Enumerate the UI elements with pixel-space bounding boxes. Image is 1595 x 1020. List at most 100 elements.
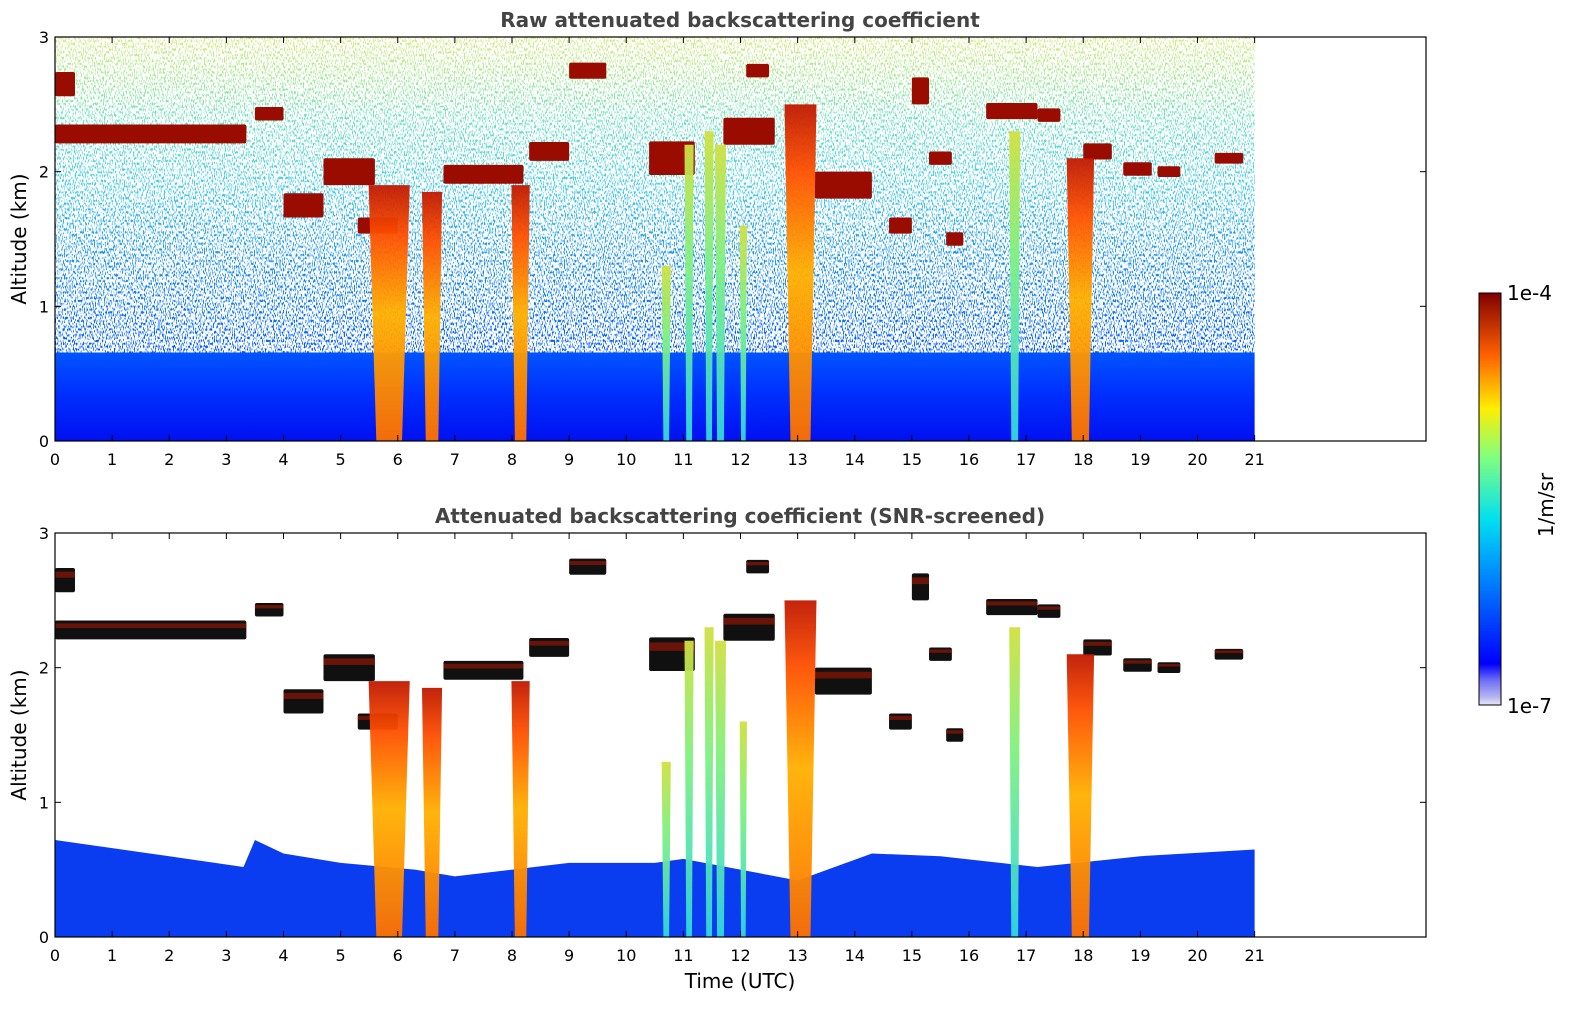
precip-column xyxy=(661,265,671,441)
precip-column xyxy=(511,681,530,937)
cloud-layer-core xyxy=(323,658,375,665)
raw-features xyxy=(55,62,1244,441)
cloud-layer-core xyxy=(723,617,775,625)
x-tick-label: 12 xyxy=(730,946,750,965)
panel-screened: Attenuated backscattering coefficient (S… xyxy=(7,504,1427,993)
x-tick-label: 5 xyxy=(336,946,346,965)
y-tick-label: 0 xyxy=(39,928,49,947)
precip-column xyxy=(739,721,748,937)
precip-column xyxy=(739,225,748,441)
x-tick-label: 21 xyxy=(1244,946,1264,965)
x-tick-label: 16 xyxy=(959,946,979,965)
cloud-layer xyxy=(323,158,375,186)
cloud-layer xyxy=(569,62,607,79)
x-tick-label: 8 xyxy=(507,946,517,965)
cloud-layer-core xyxy=(746,561,770,566)
panel-raw: Raw attenuated backscattering coefficien… xyxy=(7,8,1427,469)
colorbar-min-label: 1e-7 xyxy=(1507,694,1552,718)
y-tick-label: 2 xyxy=(39,163,49,182)
precip-column xyxy=(784,600,817,937)
boundary-layer-echo xyxy=(55,840,1255,937)
cloud-layer-core xyxy=(1157,663,1181,667)
cloud-layer xyxy=(443,164,524,184)
x-tick-label: 13 xyxy=(787,450,807,469)
cloud-layer xyxy=(283,193,324,218)
cloud-layer xyxy=(649,141,695,176)
cloud-layer xyxy=(55,124,247,144)
x-tick-label: 19 xyxy=(1130,450,1150,469)
x-tick-label: 15 xyxy=(902,946,922,965)
x-tick-label: 17 xyxy=(1016,450,1036,469)
cloud-layer-core xyxy=(569,561,607,566)
x-tick-label: 13 xyxy=(787,946,807,965)
y-tick-label: 3 xyxy=(39,524,49,543)
x-tick-label: 18 xyxy=(1073,946,1093,965)
x-axis-label: Time (UTC) xyxy=(684,969,796,993)
x-axis-screened: 0 1 2 3 4 5 6 7 8 9 10 11 12 13 14 15 16 17 18 19 20 21 xyxy=(50,533,1265,965)
x-tick-label: 20 xyxy=(1187,450,1207,469)
x-tick-label: 21 xyxy=(1244,450,1264,469)
precip-column xyxy=(715,640,726,937)
precip-column xyxy=(1009,131,1021,441)
y-tick-label: 1 xyxy=(39,297,49,316)
cloud-layer xyxy=(986,102,1038,120)
x-tick-label: 0 xyxy=(50,450,60,469)
cloud-layer xyxy=(946,232,964,246)
x-tick-label: 10 xyxy=(616,946,636,965)
cloud-layer xyxy=(254,107,284,121)
cloud-layer xyxy=(55,568,75,593)
precip-column xyxy=(368,681,410,937)
x-tick-label: 11 xyxy=(673,946,693,965)
x-tick-label: 9 xyxy=(564,946,574,965)
x-axis-raw: 0 1 2 3 4 5 6 7 8 9 10 11 12 13 14 15 16 17 18 19 20 21 xyxy=(50,37,1265,469)
x-tick-label: 10 xyxy=(616,450,636,469)
raw-noise-speckle xyxy=(55,37,1255,353)
precip-column xyxy=(421,687,443,937)
x-tick-label: 8 xyxy=(507,450,517,469)
precip-column xyxy=(684,144,694,441)
x-tick-label: 2 xyxy=(164,946,174,965)
cloud-layer-core xyxy=(911,577,930,585)
cloud-layer-core xyxy=(55,623,247,629)
precip-column xyxy=(715,144,726,441)
cloud-layer-core xyxy=(814,671,872,679)
heatmap-screened xyxy=(55,558,1255,937)
cloud-layer xyxy=(529,142,570,161)
cloud-layer xyxy=(1214,152,1244,164)
cloud-layer xyxy=(1123,162,1152,176)
precip-column xyxy=(661,761,671,937)
x-tick-label: 16 xyxy=(959,450,979,469)
precip-column xyxy=(1066,158,1095,441)
cloud-layer xyxy=(814,171,872,199)
x-tick-label: 11 xyxy=(673,450,693,469)
x-tick-label: 7 xyxy=(450,450,460,469)
x-tick-label: 12 xyxy=(730,450,750,469)
cloud-layer-core xyxy=(889,715,912,720)
precip-column xyxy=(1066,654,1095,937)
x-tick-label: 0 xyxy=(50,946,60,965)
x-tick-label: 5 xyxy=(336,450,346,469)
x-tick-label: 15 xyxy=(902,450,922,469)
x-tick-label: 1 xyxy=(107,946,117,965)
screened-features xyxy=(55,558,1244,937)
x-tick-label: 4 xyxy=(278,946,288,965)
x-tick-label: 6 xyxy=(393,946,403,965)
cloud-layer-core xyxy=(1123,660,1152,664)
cloud-layer-core xyxy=(529,640,570,646)
cloud-layer-core xyxy=(986,601,1038,606)
y-tick-label: 0 xyxy=(39,432,49,451)
precip-column xyxy=(511,185,530,441)
x-tick-label: 6 xyxy=(393,450,403,469)
panel-title-raw: Raw attenuated backscattering coefficien… xyxy=(500,8,980,32)
x-tick-label: 14 xyxy=(845,450,865,469)
x-tick-label: 7 xyxy=(450,946,460,965)
x-tick-label: 19 xyxy=(1130,946,1150,965)
cloud-layer-core xyxy=(1037,606,1061,610)
cloud-layer-core xyxy=(946,730,964,734)
y-axis-raw: 0 1 2 3 xyxy=(39,28,1426,451)
x-tick-label: 1 xyxy=(107,450,117,469)
x-tick-label: 17 xyxy=(1016,946,1036,965)
y-tick-label: 1 xyxy=(39,793,49,812)
y-axis-label-raw: Altitude (km) xyxy=(7,173,31,304)
